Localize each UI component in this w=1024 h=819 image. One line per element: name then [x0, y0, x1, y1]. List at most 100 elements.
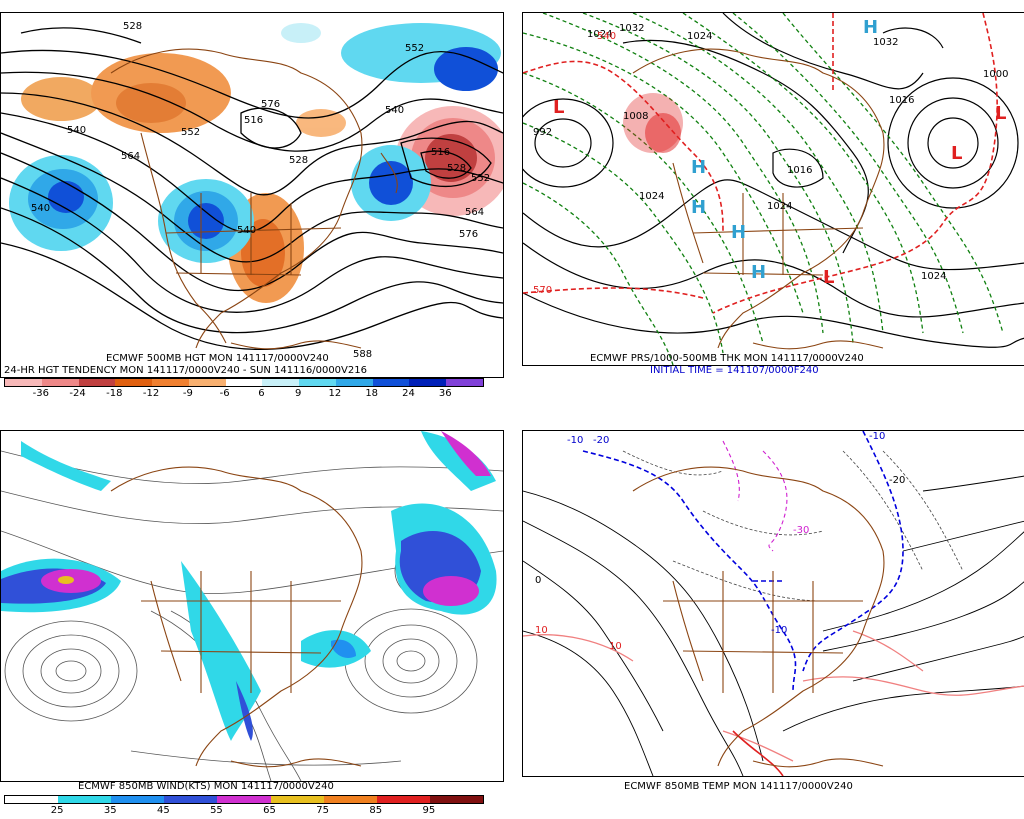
colorbar-tick-label: -6: [219, 388, 230, 399]
colorbar-swatch: [164, 796, 218, 803]
colorbar-swatch: [217, 796, 271, 803]
colorbar-tick-label: 25: [50, 805, 64, 816]
high-marker-c: H: [691, 197, 706, 218]
colorbar-swatch: [5, 379, 42, 386]
colorbar-swatch: [270, 796, 324, 803]
thickness-540-line: [523, 13, 998, 314]
contour-label-588: 588: [353, 349, 373, 360]
colorbar-swatch: [335, 379, 373, 386]
colorbar-tick-label: 6: [258, 388, 265, 399]
pressure-centers: L L H H H H L L H: [553, 17, 1006, 288]
colorbar-tick-label: -18: [106, 388, 123, 399]
map-500mb-height: [1, 23, 503, 350]
isobar-label-1024-c: 1024: [639, 191, 665, 202]
low-marker-a: L: [553, 97, 564, 118]
map-850mb-temp: [523, 431, 1024, 776]
isobars: [523, 13, 1024, 348]
colorbar-tick-label: -36: [32, 388, 49, 399]
colorbar-swatch: [429, 796, 483, 803]
colorbar-tick-label: -9: [182, 388, 193, 399]
colorbar-swatch: [409, 379, 447, 386]
contour-label-552-a: 552: [181, 127, 201, 138]
high-marker-b: H: [691, 157, 706, 178]
isobar-label-1024-e: 1024: [921, 271, 947, 282]
temp-label-a: -10: [567, 435, 584, 446]
colorbar-tick-label: 45: [156, 805, 170, 816]
colorbar-tick-label: 55: [210, 805, 223, 816]
colorbar-tick-label: 35: [103, 805, 117, 816]
wind-speed-colorbar-ticks: 25 35 45 55 65 75 85 95: [4, 805, 482, 817]
high-marker-e: H: [751, 262, 766, 283]
high-marker-d: H: [731, 222, 746, 243]
map-pressure-thickness: L L H H H H L L H: [523, 13, 1024, 365]
colorbar-tick-label: 18: [365, 388, 379, 399]
temperature-contours: [523, 475, 1024, 776]
temp-label-e: -30: [793, 525, 810, 536]
colorbar-swatch: [299, 379, 336, 386]
coastlines: [110, 48, 398, 350]
colorbar-swatch: [5, 796, 59, 803]
temp-label-g: 10: [535, 625, 548, 636]
colorbar-tick-label: 36: [438, 388, 452, 399]
panel-500mb-subtitle: 24-HR HGT TENDENCY MON 141117/0000V240 -…: [4, 365, 367, 376]
panel-850mb-temp: -10 -20 -10 -20 -30 0 10 -10 10: [522, 430, 1024, 777]
coastlines: [632, 48, 885, 350]
colorbar-swatch: [115, 379, 153, 386]
negative-tendency-areas: [21, 53, 346, 303]
height-contours: [1, 27, 503, 350]
temp-label-c: -10: [869, 431, 886, 442]
isobar-label-1016-b: 1016: [889, 95, 915, 106]
colorbar-swatch: [111, 796, 165, 803]
contour-label-516: 516: [244, 115, 264, 126]
colorbar-swatch: [376, 796, 430, 803]
temp-label-i: 10: [609, 641, 622, 652]
low-marker-c: L: [823, 267, 834, 288]
contour-label-576-b: 576: [459, 229, 479, 240]
cold-contours: [622, 450, 964, 602]
panel-500mb-height: 540 528 540 552 564 552 576 516 528 540 …: [0, 12, 504, 378]
map-850mb-wind: [1, 431, 503, 781]
colorbar-swatch: [323, 796, 377, 803]
contour-label-564-b: 564: [465, 207, 485, 218]
contour-label-552-b: 552: [405, 43, 425, 54]
colorbar-tick-label: 85: [369, 805, 383, 816]
isobar-label-1008: 1008: [623, 111, 649, 122]
height-tendency-colorbar-ticks: -36 -24 -18 -12 -9 -6 6 9 12 18 24 36: [4, 388, 482, 400]
isobar-label-1016: 1016: [787, 165, 813, 176]
contour-label-516-b: 516: [431, 147, 451, 158]
isobar-label-1024-b: 1024: [687, 31, 713, 42]
colorbar-tick-label: 65: [263, 805, 276, 816]
zero-degree-line: [582, 431, 904, 692]
contour-label-540-b: 540: [31, 203, 51, 214]
colorbar-tick-label: 12: [328, 388, 342, 399]
temp-label-d: -20: [889, 475, 906, 486]
contour-label-552-c: 552: [471, 173, 491, 184]
contour-label-528-b: 528: [289, 155, 309, 166]
magenta-cold-contour: [722, 440, 788, 552]
contour-label-540-d: 540: [237, 225, 257, 236]
colorbar-swatch: [41, 379, 79, 386]
colorbar-tick-label: -24: [69, 388, 86, 399]
temp-label-h: -10: [771, 625, 788, 636]
colorbar-swatch: [152, 379, 189, 386]
high-marker-a: H: [863, 17, 878, 38]
isobar-label-1032: 1032: [619, 23, 645, 34]
contour-label-564-a: 564: [121, 151, 141, 162]
colorbar-swatch: [446, 379, 483, 386]
wind-speed-colorbar: [4, 795, 484, 804]
colorbar-tick-label: 24: [402, 388, 415, 399]
panel-pressure-title: ECMWF PRS/1000-500MB THK MON 141117/0000…: [590, 353, 864, 364]
colorbar-tick-label: 95: [422, 805, 436, 816]
contour-label-528-c: 528: [447, 163, 467, 174]
temp-label-f: 0: [535, 575, 542, 586]
temp-label-b: -20: [593, 435, 610, 446]
panel-pressure-subtitle: INITIAL TIME = 141107/0000F240: [650, 365, 819, 376]
panel-500mb-title: ECMWF 500MB HGT MON 141117/0000V240: [106, 353, 329, 364]
isobar-label-1024-a: 1024: [587, 29, 613, 40]
panel-pressure-thickness: L L H H H H L L H 1024 1032 1024 1000 99…: [522, 12, 1024, 366]
low-marker-b: L: [951, 143, 962, 164]
thickness-lines: [523, 13, 1004, 365]
colorbar-swatch: [372, 379, 410, 386]
colorbar-swatch: [225, 379, 263, 386]
colorbar-swatch: [262, 379, 300, 386]
